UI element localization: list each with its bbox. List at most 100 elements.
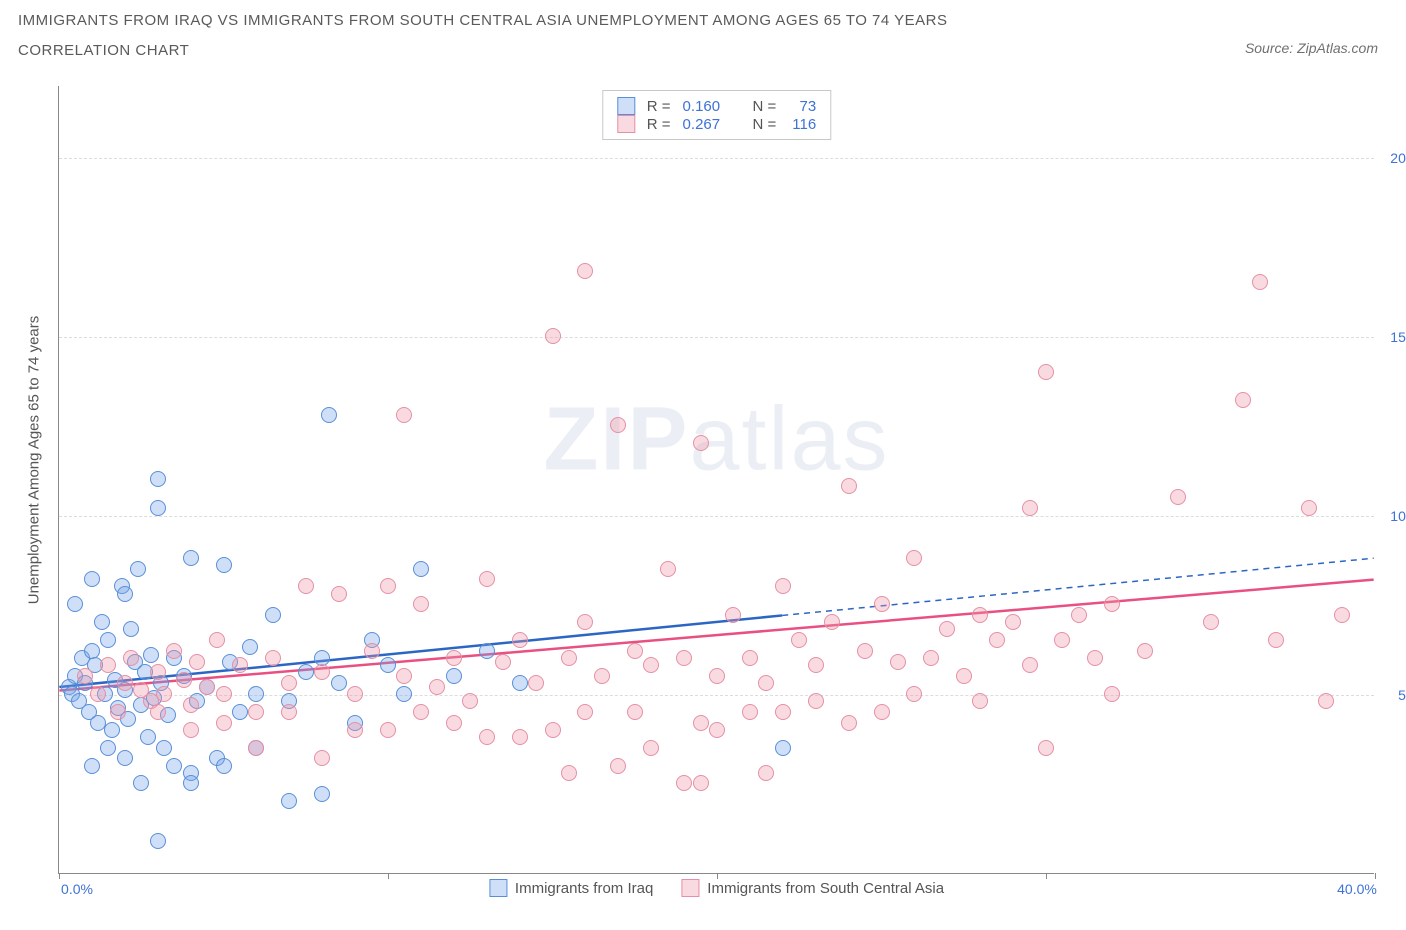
y-tick-label: 20.0% (1380, 150, 1406, 166)
data-point-series-2 (117, 675, 133, 691)
data-point-series-2 (364, 643, 380, 659)
data-point-series-1 (446, 668, 462, 684)
data-point-series-2 (110, 704, 126, 720)
y-axis-title: Unemployment Among Ages 65 to 74 years (26, 316, 43, 605)
data-point-series-2 (1203, 614, 1219, 630)
data-point-series-2 (347, 686, 363, 702)
data-point-series-2 (594, 668, 610, 684)
data-point-series-2 (314, 750, 330, 766)
data-point-series-2 (281, 675, 297, 691)
data-point-series-2 (176, 672, 192, 688)
y-tick-label: 5.0% (1380, 687, 1406, 703)
data-point-series-2 (298, 578, 314, 594)
data-point-series-1 (265, 607, 281, 623)
n-value-series-2: 116 (788, 116, 816, 133)
data-point-series-1 (248, 686, 264, 702)
swatch-series-2 (617, 115, 635, 133)
data-point-series-1 (216, 557, 232, 573)
data-point-series-2 (512, 729, 528, 745)
data-point-series-2 (561, 650, 577, 666)
data-point-series-1 (281, 793, 297, 809)
data-point-series-2 (216, 686, 232, 702)
data-point-series-2 (396, 668, 412, 684)
data-point-series-2 (77, 668, 93, 684)
data-point-series-2 (1235, 392, 1251, 408)
data-point-series-2 (1137, 643, 1153, 659)
chart-title-line2: CORRELATION CHART (18, 42, 189, 59)
data-point-series-1 (479, 643, 495, 659)
data-point-series-2 (874, 596, 890, 612)
data-point-series-2 (100, 657, 116, 673)
data-point-series-2 (841, 478, 857, 494)
data-point-series-2 (479, 571, 495, 587)
legend-correlation-box: R = 0.160 N = 73 R = 0.267 N = 116 (602, 90, 831, 140)
data-point-series-2 (495, 654, 511, 670)
data-point-series-2 (1071, 607, 1087, 623)
data-point-series-2 (123, 650, 139, 666)
data-point-series-1 (314, 786, 330, 802)
data-point-series-1 (100, 632, 116, 648)
source-attribution: Source: ZipAtlas.com (1245, 40, 1378, 56)
data-point-series-1 (166, 758, 182, 774)
data-point-series-2 (209, 632, 225, 648)
data-point-series-2 (545, 328, 561, 344)
data-point-series-2 (660, 561, 676, 577)
data-point-series-2 (413, 596, 429, 612)
data-point-series-2 (1334, 607, 1350, 623)
data-point-series-2 (725, 607, 741, 623)
grid-line (59, 337, 1374, 338)
data-point-series-1 (150, 833, 166, 849)
watermark: ZIPatlas (543, 389, 889, 492)
data-point-series-2 (906, 686, 922, 702)
data-point-series-2 (183, 697, 199, 713)
data-point-series-2 (972, 607, 988, 623)
data-point-series-2 (1318, 693, 1334, 709)
data-point-series-2 (693, 715, 709, 731)
data-point-series-2 (446, 650, 462, 666)
data-point-series-2 (216, 715, 232, 731)
data-point-series-2 (462, 693, 478, 709)
data-point-series-2 (627, 643, 643, 659)
swatch-bottom-2 (681, 879, 699, 897)
data-point-series-2 (396, 407, 412, 423)
grid-line (59, 158, 1374, 159)
data-point-series-1 (117, 586, 133, 602)
data-point-series-1 (84, 571, 100, 587)
data-point-series-2 (561, 765, 577, 781)
data-point-series-2 (347, 722, 363, 738)
data-point-series-1 (84, 643, 100, 659)
data-point-series-2 (1301, 500, 1317, 516)
data-point-series-2 (1104, 686, 1120, 702)
data-point-series-1 (150, 500, 166, 516)
data-point-series-2 (791, 632, 807, 648)
data-point-series-1 (156, 740, 172, 756)
data-point-series-1 (104, 722, 120, 738)
data-point-series-2 (429, 679, 445, 695)
data-point-series-2 (1170, 489, 1186, 505)
data-point-series-2 (939, 621, 955, 637)
data-point-series-2 (676, 650, 692, 666)
data-point-series-1 (331, 675, 347, 691)
data-point-series-1 (413, 561, 429, 577)
data-point-series-2 (265, 650, 281, 666)
data-point-series-2 (189, 654, 205, 670)
data-point-series-1 (117, 750, 133, 766)
data-point-series-1 (150, 471, 166, 487)
data-point-series-2 (758, 675, 774, 691)
legend-bottom-item-1: Immigrants from Iraq (489, 879, 653, 897)
data-point-series-2 (1054, 632, 1070, 648)
data-point-series-2 (1268, 632, 1284, 648)
data-point-series-2 (248, 704, 264, 720)
legend-row-series-2: R = 0.267 N = 116 (617, 115, 816, 133)
y-tick-label: 10.0% (1380, 508, 1406, 524)
scatter-chart: ZIPatlas R = 0.160 N = 73 R = 0.267 N = … (58, 86, 1374, 874)
data-point-series-1 (396, 686, 412, 702)
data-point-series-1 (242, 639, 258, 655)
data-point-series-2 (545, 722, 561, 738)
legend-row-series-1: R = 0.160 N = 73 (617, 97, 816, 115)
data-point-series-1 (123, 621, 139, 637)
data-point-series-2 (183, 722, 199, 738)
data-point-series-1 (84, 758, 100, 774)
data-point-series-2 (841, 715, 857, 731)
data-point-series-2 (956, 668, 972, 684)
